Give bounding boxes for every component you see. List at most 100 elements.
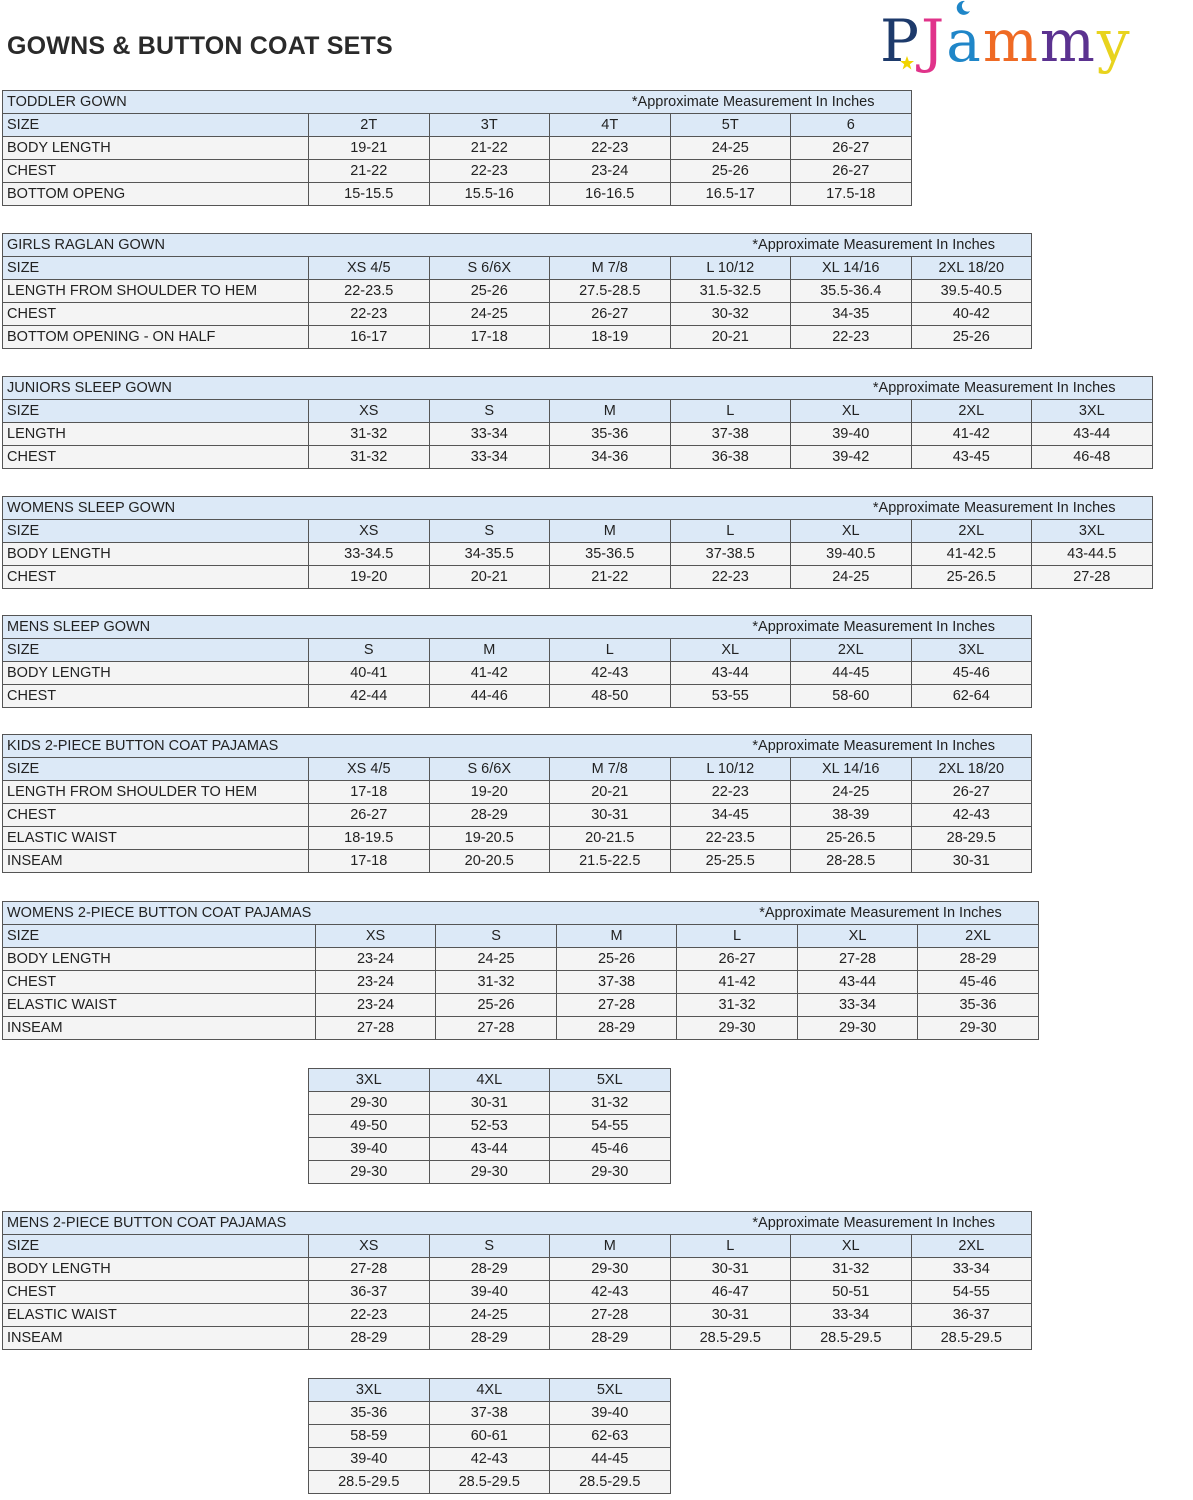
measurement-cell: 17-18 xyxy=(308,849,430,873)
row-label: BODY LENGTH xyxy=(2,661,309,685)
measurement-cell: 25-26.5 xyxy=(790,826,912,850)
table-row: CHEST 19-20 20-21 21-22 22-23 24-25 25-26.5 27-… xyxy=(2,565,1153,589)
measurement-cell: 31-32 xyxy=(308,445,430,469)
measurement-cell: 25-26 xyxy=(910,325,1032,349)
measurement-cell: 60-61 xyxy=(428,1424,550,1448)
measurement-cell: 19-21 xyxy=(308,136,430,160)
size-header: XL xyxy=(790,1234,912,1258)
measurement-note: *Approximate Measurement In Inches xyxy=(308,615,1032,639)
measurement-cell: 26-27 xyxy=(790,159,912,183)
row-label: LENGTH xyxy=(2,422,309,446)
row-label: CHEST xyxy=(2,970,316,994)
size-header-row: 3XL 4XL 5XL xyxy=(308,1378,671,1402)
size-header: L xyxy=(549,638,671,662)
measurement-cell: 22-23 xyxy=(428,159,550,183)
row-label: INSEAM xyxy=(2,1326,309,1350)
measurement-cell: 43-44 xyxy=(1031,422,1153,446)
measurement-cell: 39.5-40.5 xyxy=(910,279,1032,303)
measurement-cell: 45-46 xyxy=(917,970,1039,994)
measurement-cell: 20-21 xyxy=(549,780,671,804)
measurement-cell: 24-25 xyxy=(428,302,550,326)
table-title-row: TODDLER GOWN *Approximate Measurement In … xyxy=(2,90,912,114)
size-table: GIRLS RAGLAN GOWN *Approximate Measuremen… xyxy=(2,233,1032,349)
measurement-cell: 30-31 xyxy=(549,803,671,827)
size-label: SIZE xyxy=(2,399,309,423)
row-label: BODY LENGTH xyxy=(2,947,316,971)
table-row: BODY LENGTH 23-24 24-25 25-26 26-27 27-28 28-2… xyxy=(2,947,1039,971)
size-header: S xyxy=(435,924,557,948)
measurement-cell: 39-42 xyxy=(790,445,912,469)
measurement-cell: 30-31 xyxy=(669,1303,791,1327)
measurement-cell: 34-36 xyxy=(549,445,671,469)
table-title-row: GIRLS RAGLAN GOWN *Approximate Measuremen… xyxy=(2,233,1032,257)
measurement-cell: 35-36 xyxy=(549,422,671,446)
measurement-cell: 17.5-18 xyxy=(790,182,912,206)
measurement-cell: 34-45 xyxy=(669,803,791,827)
row-label: CHEST xyxy=(2,684,309,708)
measurement-cell: 58-60 xyxy=(790,684,912,708)
table-row: INSEAM 17-18 20-20.5 21.5-22.5 25-25.5 28-28.… xyxy=(2,849,1032,873)
measurement-cell: 44-45 xyxy=(549,1447,671,1471)
measurement-cell: 62-63 xyxy=(549,1424,671,1448)
measurement-cell: 33-34 xyxy=(428,422,550,446)
measurement-cell: 15-15.5 xyxy=(308,182,430,206)
measurement-cell: 30-32 xyxy=(669,302,791,326)
measurement-cell: 33-34 xyxy=(796,993,919,1017)
size-header: L xyxy=(669,519,791,543)
size-header: M 7/8 xyxy=(549,256,671,280)
size-header: 2XL 18/20 xyxy=(910,256,1032,280)
table-title: GIRLS RAGLAN GOWN xyxy=(2,233,309,257)
size-header: 3XL xyxy=(1031,399,1153,423)
size-label: SIZE xyxy=(2,1234,309,1258)
measurement-cell: 22-23 xyxy=(308,1303,430,1327)
table-row: LENGTH 31-32 33-34 35-36 37-38 39-40 41-42 43-4… xyxy=(2,422,1153,446)
size-header: XS xyxy=(308,399,430,423)
measurement-note: *Approximate Measurement In Inches xyxy=(308,1211,1032,1235)
size-header: XS xyxy=(314,924,437,948)
measurement-cell: 22-23 xyxy=(790,325,912,349)
size-header: XS 4/5 xyxy=(308,256,430,280)
size-header: 2XL xyxy=(910,1234,1032,1258)
measurement-cell: 21.5-22.5 xyxy=(549,849,671,873)
measurement-cell: 46-48 xyxy=(1031,445,1153,469)
measurement-cell: 23-24 xyxy=(314,947,437,971)
size-header: XS 4/5 xyxy=(308,757,430,781)
measurement-cell: 45-46 xyxy=(910,661,1032,685)
size-table: MENS 2-PIECE BUTTON COAT PAJAMAS *Approxi… xyxy=(2,1211,1032,1350)
measurement-cell: 41-42 xyxy=(428,661,550,685)
measurement-cell: 54-55 xyxy=(549,1114,671,1138)
table-row: 35-36 37-38 39-40 xyxy=(308,1401,671,1425)
measurement-cell: 27-28 xyxy=(1031,565,1153,589)
table-row: CHEST 31-32 33-34 34-36 36-38 39-42 43-45 46-48 xyxy=(2,445,1153,469)
logo-letter: J xyxy=(921,7,947,75)
measurement-cell: 39-40 xyxy=(790,422,912,446)
row-label: INSEAM xyxy=(2,1016,316,1040)
table-row: CHEST 22-23 24-25 26-27 30-32 34-35 40-42 xyxy=(2,302,1032,326)
measurement-cell: 22-23 xyxy=(308,302,430,326)
size-header: 4XL xyxy=(428,1068,550,1092)
measurement-cell: 28.5-29.5 xyxy=(790,1326,912,1350)
size-header: 3XL xyxy=(1031,519,1153,543)
measurement-cell: 26-27 xyxy=(676,947,798,971)
row-label: ELASTIC WAIST xyxy=(2,1303,309,1327)
size-header: 4T xyxy=(549,113,671,137)
table-row: 39-40 43-44 45-46 xyxy=(308,1137,671,1161)
measurement-note: *Approximate Measurement In Inches xyxy=(308,496,1153,520)
measurement-cell: 54-55 xyxy=(910,1280,1032,1304)
measurement-cell: 44-45 xyxy=(790,661,912,685)
measurement-cell: 49-50 xyxy=(308,1114,430,1138)
size-label: SIZE xyxy=(2,113,309,137)
measurement-cell: 30-31 xyxy=(910,849,1032,873)
table-row: ELASTIC WAIST 23-24 25-26 27-28 31-32 33-34 35… xyxy=(2,993,1039,1017)
measurement-cell: 37-38 xyxy=(555,970,678,994)
table-row: 29-30 30-31 31-32 xyxy=(308,1091,671,1115)
size-header: L xyxy=(669,1234,791,1258)
row-label: CHEST xyxy=(2,565,309,589)
row-label: ELASTIC WAIST xyxy=(2,993,316,1017)
size-label: SIZE xyxy=(2,256,309,280)
measurement-cell: 29-30 xyxy=(308,1091,430,1115)
size-header: L 10/12 xyxy=(669,757,791,781)
size-header: 6 xyxy=(790,113,912,137)
size-header: 2XL xyxy=(790,638,912,662)
measurement-cell: 28-29 xyxy=(308,1326,430,1350)
